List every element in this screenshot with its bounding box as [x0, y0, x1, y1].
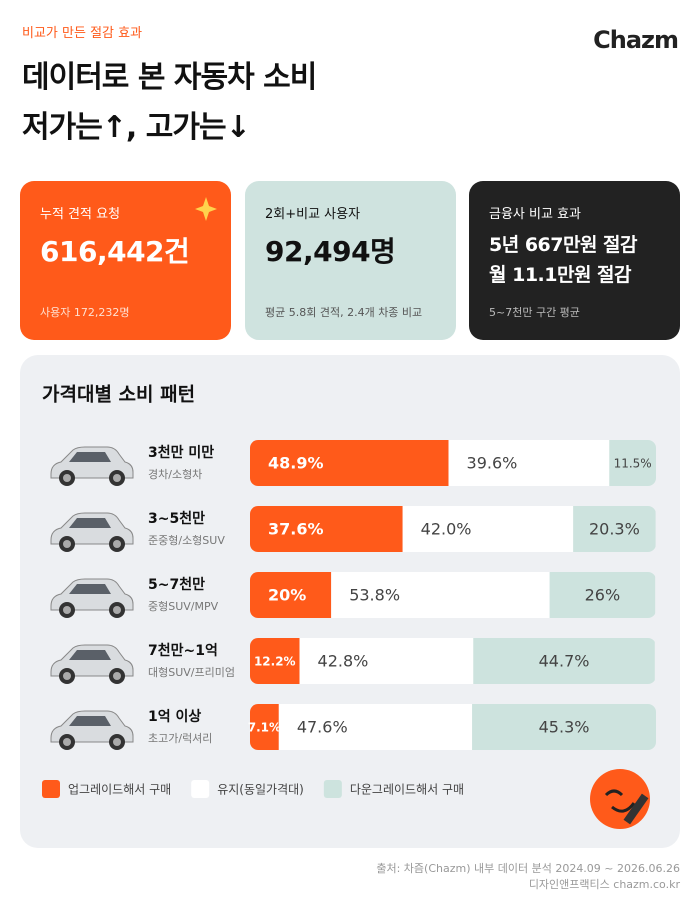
- bar-segment: [472, 704, 656, 750]
- value-label: 20.3%: [589, 520, 640, 539]
- card-label: 금융사 비교 효과: [489, 207, 581, 222]
- category-label: 7천만~1억: [148, 643, 218, 659]
- bar-segment: [473, 638, 655, 684]
- card-value: 92,494명: [265, 235, 396, 268]
- stat-card: 누적 견적 요청 616,442건 사용자 172,232명: [20, 181, 231, 340]
- bar-segment: [299, 638, 474, 684]
- bar-segment: [609, 440, 656, 486]
- bar-segment: [250, 506, 403, 552]
- brand-logo: Chazm: [593, 26, 679, 54]
- bar-segment: [250, 440, 449, 486]
- category-label: 1억 이상: [148, 708, 201, 725]
- legend-label: 유지(동일가격대): [217, 783, 304, 797]
- card-label: 누적 견적 요청: [40, 207, 121, 222]
- title-line: 저가는↑, 고가는↓: [22, 110, 251, 145]
- bar-segment: [402, 506, 574, 552]
- bar-segment: [250, 638, 300, 684]
- bar-segment: [250, 704, 279, 750]
- value-label: 42.8%: [318, 652, 369, 671]
- value-label: 20%: [268, 586, 306, 605]
- card-note: 5~7천만 구간 평균: [489, 306, 580, 319]
- value-label: 48.9%: [268, 454, 324, 473]
- value-label: 44.7%: [539, 652, 590, 671]
- value-label: 42.0%: [421, 520, 472, 539]
- value-label: 7.1%: [248, 721, 281, 735]
- value-label: 47.6%: [297, 718, 348, 737]
- value-label: 12.2%: [254, 655, 296, 669]
- card-note: 평균 5.8회 견적, 2.4개 차종 비교: [265, 306, 423, 319]
- legend-swatch: [42, 780, 60, 798]
- bar-row: [250, 704, 656, 750]
- category-sublabel: 중형SUV/MPV: [148, 600, 219, 613]
- value-label: 53.8%: [349, 586, 400, 605]
- legend-label: 다운그레이드해서 구매: [350, 783, 464, 797]
- bar-segment: [250, 572, 332, 618]
- legend-label: 업그레이드해서 구매: [68, 783, 171, 797]
- category-sublabel: 초고가/럭셔리: [148, 732, 212, 745]
- category-sublabel: 준중형/소형SUV: [148, 534, 225, 547]
- chart-title: 가격대별 소비 패턴: [42, 384, 195, 406]
- card-note: 사용자 172,232명: [40, 306, 130, 319]
- value-label: 37.6%: [268, 520, 324, 539]
- card-value: 5년 667만원 절감: [489, 234, 638, 256]
- bar-segment: [331, 572, 550, 618]
- eyebrow: 비교가 만든 절감 효과: [22, 26, 143, 41]
- bar-row: [250, 440, 656, 486]
- card-value: 616,442건: [40, 235, 190, 268]
- category-label: 3~5천만: [148, 511, 205, 527]
- card-label: 2회+비교 사용자: [265, 207, 361, 222]
- value-label: 26%: [585, 586, 621, 605]
- bar-segment: [549, 572, 656, 618]
- value-label: 11.5%: [614, 457, 652, 471]
- bar-segment: [573, 506, 656, 552]
- category-sublabel: 경차/소형차: [148, 468, 202, 481]
- sparkle-icon: [195, 197, 217, 221]
- card-value: 월 11.1만원 절감: [489, 264, 632, 286]
- bar-segment: [278, 704, 473, 750]
- mascot: [590, 769, 650, 829]
- value-label: 45.3%: [539, 718, 590, 737]
- legend-swatch: [191, 780, 210, 798]
- legend-swatch: [323, 780, 342, 798]
- category-sublabel: 대형SUV/프리미엄: [148, 666, 235, 679]
- stat-card: 2회+비교 사용자 92,494명 평균 5.8회 견적, 2.4개 차종 비교: [245, 181, 456, 340]
- value-label: 39.6%: [467, 454, 518, 473]
- bar-row: [250, 572, 656, 618]
- stat-card: 금융사 비교 효과 5년 667만원 절감 월 11.1만원 절감 5~7천만 …: [469, 181, 680, 340]
- bar-row: [250, 638, 655, 684]
- bar-segment: [448, 440, 610, 486]
- credit: 디자인앤프랙티스 chazm.co.kr: [528, 878, 680, 891]
- title-line: 데이터로 본 자동차 소비: [22, 60, 317, 95]
- category-label: 3천만 미만: [148, 445, 214, 461]
- source-note: 출처: 차즘(Chazm) 내부 데이터 분석 2024.09 ~ 2026.0…: [376, 862, 680, 875]
- category-label: 5~7천만: [148, 577, 205, 593]
- bar-row: [250, 506, 656, 552]
